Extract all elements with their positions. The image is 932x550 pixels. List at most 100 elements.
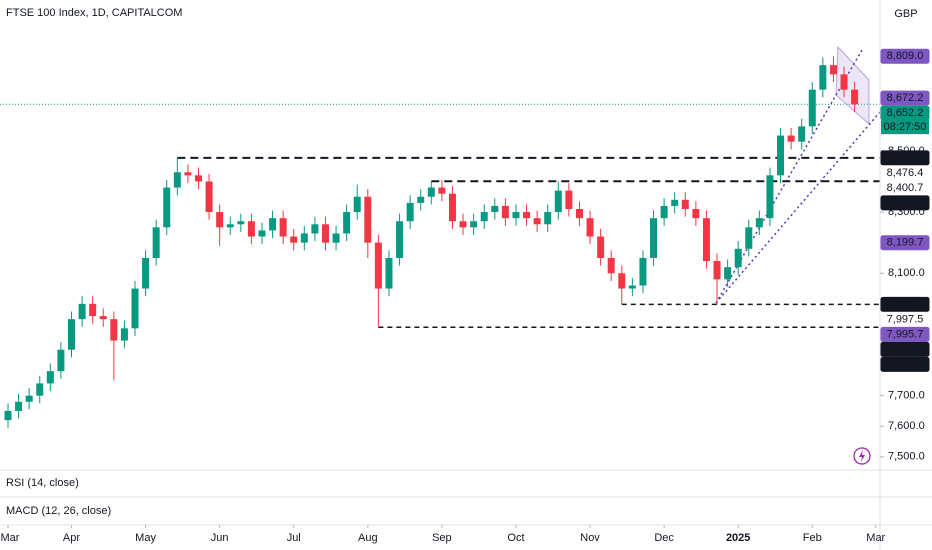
candle-body: [639, 257, 647, 286]
candle-body: [798, 126, 806, 142]
candle-body: [205, 181, 213, 213]
candle-body: [480, 212, 488, 222]
candle-body: [374, 242, 382, 289]
candle-body: [766, 175, 774, 219]
price-label: 7,998.2: [887, 298, 924, 310]
countdown-box: [881, 120, 929, 135]
x-tick-label: Mar: [866, 532, 885, 544]
candle-body: [237, 221, 245, 225]
candle-body: [57, 349, 65, 372]
candle-body: [692, 208, 700, 219]
countdown: 08:27:50: [884, 121, 927, 133]
price-label-box: [880, 235, 930, 251]
x-tick-label: Apr: [63, 532, 80, 544]
candle-body: [131, 288, 139, 329]
candle-body: [311, 224, 319, 234]
candle-body: [279, 218, 287, 237]
candle-body: [512, 212, 520, 219]
candle-body: [734, 248, 742, 268]
candle-body: [216, 212, 224, 228]
candle-body: [142, 257, 150, 289]
candle-body: [120, 328, 128, 341]
trend-line: [715, 49, 863, 304]
x-tick-label: Sep: [432, 532, 452, 544]
price-label: 8,652.2: [887, 107, 924, 119]
x-tick-label: Feb: [803, 532, 822, 544]
alert-icon[interactable]: [853, 447, 871, 465]
price-label: 8,672.2: [887, 92, 924, 104]
candle-body: [671, 199, 679, 206]
candle-body: [332, 233, 340, 243]
price-label: 8,477.0: [887, 152, 924, 164]
candle-body: [840, 74, 848, 90]
candle-body: [396, 221, 404, 258]
y-tick-label: 7,500.0: [888, 451, 925, 463]
candle-body: [89, 303, 97, 317]
candle-body: [99, 316, 107, 320]
candle-body: [724, 267, 732, 280]
candle-body: [4, 410, 12, 421]
x-tick-label: 2025: [726, 532, 750, 544]
price-label-box: [880, 326, 930, 342]
price-label-box: [880, 311, 930, 327]
candle-body: [755, 218, 763, 228]
candle-body: [15, 401, 23, 411]
price-label-box: [880, 48, 930, 64]
candle-body: [321, 224, 329, 243]
candle-body: [36, 383, 44, 396]
candle-body: [851, 89, 859, 105]
y-tick-label: 7,600.0: [888, 420, 925, 432]
candle-body: [523, 212, 531, 219]
candle-body: [607, 257, 615, 274]
price-label-box: [880, 341, 930, 357]
price-label-box: [880, 195, 930, 211]
candle-body: [406, 202, 414, 222]
price-label-box: [880, 150, 930, 166]
candle-body: [67, 319, 75, 350]
candle-body: [226, 224, 234, 228]
x-tick-label: May: [135, 532, 156, 544]
candle-body: [618, 273, 626, 289]
price-label-box: [880, 165, 930, 181]
candle-body: [575, 208, 583, 219]
candle-body: [586, 218, 594, 237]
candle-body: [681, 199, 689, 209]
candle-body: [173, 172, 181, 188]
x-tick-label: Jun: [211, 532, 229, 544]
candle-body: [533, 218, 541, 225]
candle-body: [660, 205, 668, 219]
candle-body: [258, 230, 266, 237]
candle-body: [554, 190, 562, 213]
candle-body: [745, 227, 753, 249]
candle-body: [247, 221, 255, 237]
indicator-label[interactable]: RSI (14, close): [6, 477, 79, 489]
candle-body: [25, 395, 33, 402]
candle-body: [290, 236, 298, 243]
candle-body: [353, 196, 361, 213]
chart-title: FTSE 100 Index, 1D, CAPITALCOM: [6, 7, 182, 19]
candle-body: [269, 218, 277, 231]
candle-body: [491, 205, 499, 213]
indicator-label[interactable]: MACD (12, 26, close): [6, 505, 111, 517]
x-tick-label: Dec: [654, 532, 674, 544]
price-label-box: [880, 296, 930, 312]
y-tick-label: 8,100.0: [888, 267, 925, 279]
price-label-box: [880, 90, 930, 106]
candle-body: [501, 205, 509, 219]
candle-body: [343, 212, 351, 234]
price-label: 7,923.6: [887, 343, 924, 355]
candle-body: [819, 65, 827, 90]
x-tick-label: Mar: [1, 532, 20, 544]
candle-body: [78, 303, 86, 320]
candle-body: [364, 196, 372, 243]
price-label: 8,400.7: [887, 197, 924, 209]
candle-body: [597, 236, 605, 258]
candle-body: [110, 319, 118, 341]
candle-body: [448, 193, 456, 222]
candle-body: [427, 187, 435, 197]
candle-body: [194, 175, 202, 182]
trend-line: [715, 111, 881, 304]
candle-body: [470, 221, 478, 228]
